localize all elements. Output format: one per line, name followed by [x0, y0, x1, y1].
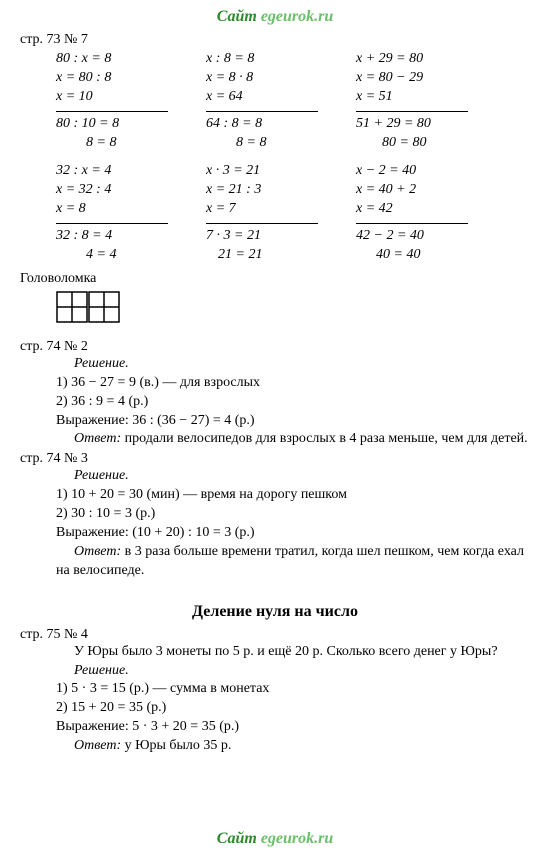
- eq-line: 8 = 8: [56, 134, 206, 153]
- divider: [56, 223, 168, 224]
- eq-line: x = 8: [56, 200, 206, 219]
- eq-line: 64 : 8 = 8: [206, 115, 356, 134]
- solution-line: Выражение: 36 : (36 − 27) = 4 (р.): [56, 412, 530, 431]
- page-ref-2: стр. 74 № 2: [20, 339, 530, 355]
- divider: [356, 223, 468, 224]
- eq-line: 80 = 80: [356, 134, 506, 153]
- solution-title: Решение.: [56, 662, 530, 681]
- eq-line: 80 : x = 8: [56, 50, 206, 69]
- divider: [206, 223, 318, 224]
- eq-line: x = 80 − 29: [356, 69, 506, 88]
- answer-line: Ответ: у Юры было 35 р.: [56, 737, 530, 756]
- answer-text: в 3 раза больше времени тратил, когда ше…: [56, 544, 524, 578]
- answer-label: Ответ:: [74, 431, 121, 446]
- answer-line: Ответ: продали велосипедов для взрослых …: [56, 430, 530, 449]
- question-text: У Юры было 3 монеты по 5 р. и ещё 20 р. …: [56, 643, 530, 662]
- solution-line: 2) 36 : 9 = 4 (р.): [56, 393, 530, 412]
- answer-line: Ответ: в 3 раза больше времени тратил, к…: [56, 543, 530, 581]
- eq-line: 4 = 4: [56, 246, 206, 265]
- solution-line: Выражение: 5 · 3 + 20 = 35 (р.): [56, 718, 530, 737]
- site-header: Сайт egeurok.ru: [20, 8, 530, 26]
- divider: [206, 111, 318, 112]
- solution-line: 2) 30 : 10 = 3 (р.): [56, 505, 530, 524]
- col-3: x + 29 = 80 x = 80 − 29 x = 51 51 + 29 =…: [356, 50, 506, 152]
- eq-line: 40 = 40: [356, 246, 506, 265]
- eq-line: x + 29 = 80: [356, 50, 506, 69]
- solution-4: У Юры было 3 монеты по 5 р. и ещё 20 р. …: [56, 643, 530, 756]
- eq-line: x = 8 · 8: [206, 69, 356, 88]
- eq-line: x · 3 = 21: [206, 162, 356, 181]
- eq-line: 51 + 29 = 80: [356, 115, 506, 134]
- eq-line: x : 8 = 8: [206, 50, 356, 69]
- eq-line: x = 64: [206, 88, 356, 107]
- exercise-grid-2: 32 : x = 4 x = 32 : 4 x = 8 32 : 8 = 4 4…: [56, 162, 530, 264]
- eq-line: 42 − 2 = 40: [356, 227, 506, 246]
- site-footer: Сайт egeurok.ru: [0, 830, 550, 848]
- solution-line: Выражение: (10 + 20) : 10 = 3 (р.): [56, 524, 530, 543]
- golovo-label: Головоломка: [20, 271, 530, 287]
- page-ref-1: стр. 73 № 7: [20, 32, 530, 48]
- section-title: Деление нуля на число: [20, 603, 530, 621]
- site-word: Сайт: [217, 8, 257, 25]
- answer-label: Ответ:: [74, 738, 121, 753]
- eq-line: x = 80 : 8: [56, 69, 206, 88]
- page-ref-3: стр. 74 № 3: [20, 451, 530, 467]
- answer-text: у Юры было 35 р.: [121, 738, 231, 753]
- eq-line: 8 = 8: [206, 134, 356, 153]
- eq-line: x = 51: [356, 88, 506, 107]
- puzzle-diagram: [56, 291, 530, 327]
- answer-text: продали велосипедов для взрослых в 4 раз…: [121, 431, 528, 446]
- eq-line: 80 : 10 = 8: [56, 115, 206, 134]
- eq-line: x = 42: [356, 200, 506, 219]
- col-1: 80 : x = 8 x = 80 : 8 x = 10 80 : 10 = 8…: [56, 50, 206, 152]
- page-ref-4: стр. 75 № 4: [20, 627, 530, 643]
- eq-line: 32 : x = 4: [56, 162, 206, 181]
- solution-line: 1) 5 · 3 = 15 (р.) — сумма в монетах: [56, 680, 530, 699]
- eq-line: 7 · 3 = 21: [206, 227, 356, 246]
- eq-line: 32 : 8 = 4: [56, 227, 206, 246]
- solution-title: Решение.: [56, 355, 530, 374]
- col-2: x · 3 = 21 x = 21 : 3 x = 7 7 · 3 = 21 2…: [206, 162, 356, 264]
- eq-line: x = 10: [56, 88, 206, 107]
- solution-line: 2) 15 + 20 = 35 (р.): [56, 699, 530, 718]
- exercise-grid-1: 80 : x = 8 x = 80 : 8 x = 10 80 : 10 = 8…: [56, 50, 530, 152]
- eq-line: x = 32 : 4: [56, 181, 206, 200]
- eq-line: x = 21 : 3: [206, 181, 356, 200]
- site-domain: egeurok.ru: [261, 830, 333, 847]
- site-domain: egeurok.ru: [261, 8, 333, 25]
- col-2: x : 8 = 8 x = 8 · 8 x = 64 64 : 8 = 8 8 …: [206, 50, 356, 152]
- eq-line: x = 7: [206, 200, 356, 219]
- answer-label: Ответ:: [74, 544, 121, 559]
- eq-line: x = 40 + 2: [356, 181, 506, 200]
- col-3: x − 2 = 40 x = 40 + 2 x = 42 42 − 2 = 40…: [356, 162, 506, 264]
- solution-line: 1) 10 + 20 = 30 (мин) — время на дорогу …: [56, 486, 530, 505]
- eq-line: x − 2 = 40: [356, 162, 506, 181]
- solution-2: Решение. 1) 36 − 27 = 9 (в.) — для взрос…: [56, 355, 530, 449]
- solution-title: Решение.: [56, 467, 530, 486]
- solution-3: Решение. 1) 10 + 20 = 30 (мин) — время н…: [56, 467, 530, 580]
- site-word: Сайт: [217, 830, 257, 847]
- solution-line: 1) 36 − 27 = 9 (в.) — для взрослых: [56, 374, 530, 393]
- col-1: 32 : x = 4 x = 32 : 4 x = 8 32 : 8 = 4 4…: [56, 162, 206, 264]
- divider: [56, 111, 168, 112]
- eq-line: 21 = 21: [206, 246, 356, 265]
- divider: [356, 111, 468, 112]
